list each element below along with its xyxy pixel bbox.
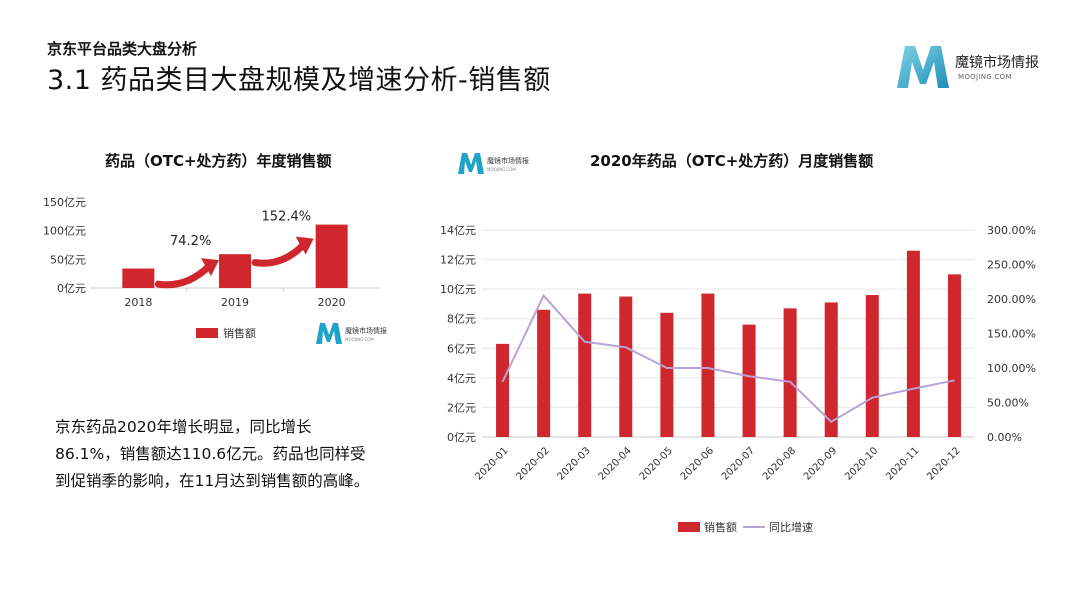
growth-arrow-icon <box>251 241 308 267</box>
legend-label: 同比增速 <box>769 520 813 534</box>
brand-logo: 魔镜市场情报 MOOJING.COM <box>893 40 1063 92</box>
legend-swatch <box>678 522 700 532</box>
x-tick-label: 2020-11 <box>884 445 921 482</box>
watermark-logo: 魔镜市场情报 MOOJING.COM <box>458 153 529 174</box>
y-tick-label: 150亿元 <box>43 196 86 209</box>
y-left-tick-label: 8亿元 <box>447 313 476 326</box>
y-tick-label: 50亿元 <box>50 253 86 266</box>
watermark-logo: 魔镜市场情报 MOOJING.COM <box>316 323 387 344</box>
bar <box>906 250 920 437</box>
bar <box>783 308 797 437</box>
x-tick-label: 2020-08 <box>761 445 798 482</box>
growth-label: 74.2% <box>170 234 211 249</box>
y-left-tick-label: 14亿元 <box>440 224 476 237</box>
logo-url: MOOJING.COM <box>487 167 516 172</box>
x-tick-label: 2020-04 <box>597 445 634 482</box>
bar <box>619 296 633 437</box>
page-title: 3.1 药品类目大盘规模及增速分析-销售额 <box>47 65 551 96</box>
x-tick-label: 2018 <box>124 296 152 309</box>
logo-text: 魔镜市场情报 <box>487 156 529 165</box>
growth-label: 152.4% <box>262 210 312 225</box>
arrow-head-icon <box>295 236 314 255</box>
bar <box>824 302 838 437</box>
y-left-tick-label: 4亿元 <box>447 372 476 385</box>
y-tick-label: 0亿元 <box>57 282 86 295</box>
y-tick-label: 100亿元 <box>43 225 86 238</box>
bar <box>122 268 155 288</box>
y-right-tick-label: 200.00% <box>987 293 1036 306</box>
logo-mark-icon <box>897 46 949 88</box>
legend-label: 销售额 <box>704 520 737 534</box>
bar <box>578 293 592 437</box>
y-right-tick-label: 300.00% <box>987 224 1036 237</box>
y-left-tick-label: 12亿元 <box>440 254 476 267</box>
growth-rate-line <box>501 293 955 424</box>
monthly-sales-chart: 0亿元 2亿元 4亿元 6亿元 8亿元 10亿元 12亿元 14亿元 0.00% 50.00% 10… <box>440 224 1036 534</box>
bar <box>701 293 715 437</box>
y-right-tick-label: 250.00% <box>987 259 1036 272</box>
y-right-tick-label: 100.00% <box>987 362 1036 375</box>
logo-url: MOOJING.COM <box>345 337 374 342</box>
x-tick-label: 2020-12 <box>925 445 962 482</box>
logo-text: 魔镜市场情报 <box>955 55 1039 71</box>
bar <box>947 274 961 437</box>
bar <box>742 324 756 437</box>
logo-mark-icon <box>458 153 484 174</box>
x-tick-label: 2020-02 <box>514 445 551 482</box>
x-tick-label: 2020-05 <box>638 445 675 482</box>
legend-swatch <box>196 328 218 338</box>
growth-arrow-icon <box>154 262 213 289</box>
summary-text: 京东药品2020年增长明显，同比增长86.1%，销售额达110.6亿元。药品也同… <box>55 418 370 490</box>
bar <box>219 254 251 288</box>
y-left-tick-label: 2亿元 <box>447 401 476 414</box>
x-tick-label: 2020-10 <box>843 445 880 482</box>
y-right-tick-label: 150.00% <box>987 328 1036 341</box>
legend-label: 销售额 <box>223 326 256 340</box>
y-left-tick-label: 0亿元 <box>447 431 476 444</box>
bar <box>496 343 510 437</box>
arrow-head-icon <box>201 258 219 277</box>
x-tick-label: 2020-07 <box>720 445 757 482</box>
monthly-chart-title: 2020年药品（OTC+处方药）月度销售额 <box>590 152 874 170</box>
bar <box>315 224 348 288</box>
logo-text: 魔镜市场情报 <box>345 326 387 335</box>
logo-mark-icon <box>316 323 342 344</box>
x-tick-label: 2019 <box>221 296 249 309</box>
y-left-tick-label: 10亿元 <box>440 283 476 296</box>
x-tick-label: 2020-09 <box>802 445 839 482</box>
annual-sales-chart: 0亿元 50亿元 100亿元 150亿元 2018 2019 2020 74.2% 152.4%… <box>43 196 380 340</box>
y-right-tick-label: 0.00% <box>987 431 1022 444</box>
bar <box>865 295 879 437</box>
bar <box>660 312 674 437</box>
x-tick-label: 2020-03 <box>555 445 592 482</box>
x-tick-label: 2020-01 <box>473 445 510 482</box>
logo-url: MOOJING.COM <box>958 73 1012 81</box>
page-subtitle: 京东平台品类大盘分析 <box>47 40 198 58</box>
x-tick-label: 2020-06 <box>679 445 716 482</box>
bar <box>537 309 551 437</box>
y-left-tick-label: 6亿元 <box>447 342 476 355</box>
y-right-tick-label: 50.00% <box>987 397 1029 410</box>
annual-chart-title: 药品（OTC+处方药）年度销售额 <box>105 152 332 170</box>
x-tick-label: 2020 <box>318 296 346 309</box>
